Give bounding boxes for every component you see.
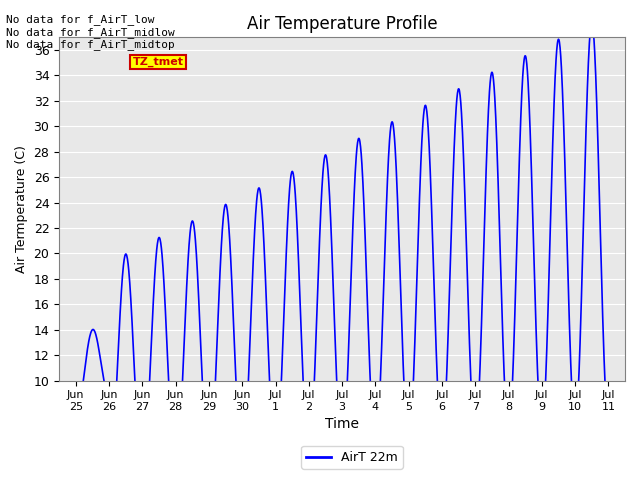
- Legend: AirT 22m: AirT 22m: [301, 446, 403, 469]
- AirT 22m: [439, 432, 447, 438]
- AirT 22m: [605, 418, 612, 424]
- AirT 22m: [570, 420, 578, 426]
- AirT 22m: [72, 416, 79, 421]
- Title: Air Temperature Profile: Air Temperature Profile: [247, 15, 437, 33]
- Y-axis label: Air Termperature (C): Air Termperature (C): [15, 145, 28, 273]
- AirT 22m: [345, 346, 353, 352]
- X-axis label: Time: Time: [325, 418, 359, 432]
- AirT 22m: [168, 432, 175, 437]
- AirT 22m: [105, 476, 113, 480]
- AirT 22m: [313, 309, 321, 315]
- AirT 22m: [82, 358, 90, 364]
- AirT 22m: [588, 20, 596, 25]
- Text: TZ_tmet: TZ_tmet: [132, 57, 184, 67]
- Line: AirT 22m: AirT 22m: [76, 23, 609, 479]
- Text: No data for f_AirT_low
No data for f_AirT_midlow
No data for f_AirT_midtop: No data for f_AirT_low No data for f_Air…: [6, 14, 175, 50]
